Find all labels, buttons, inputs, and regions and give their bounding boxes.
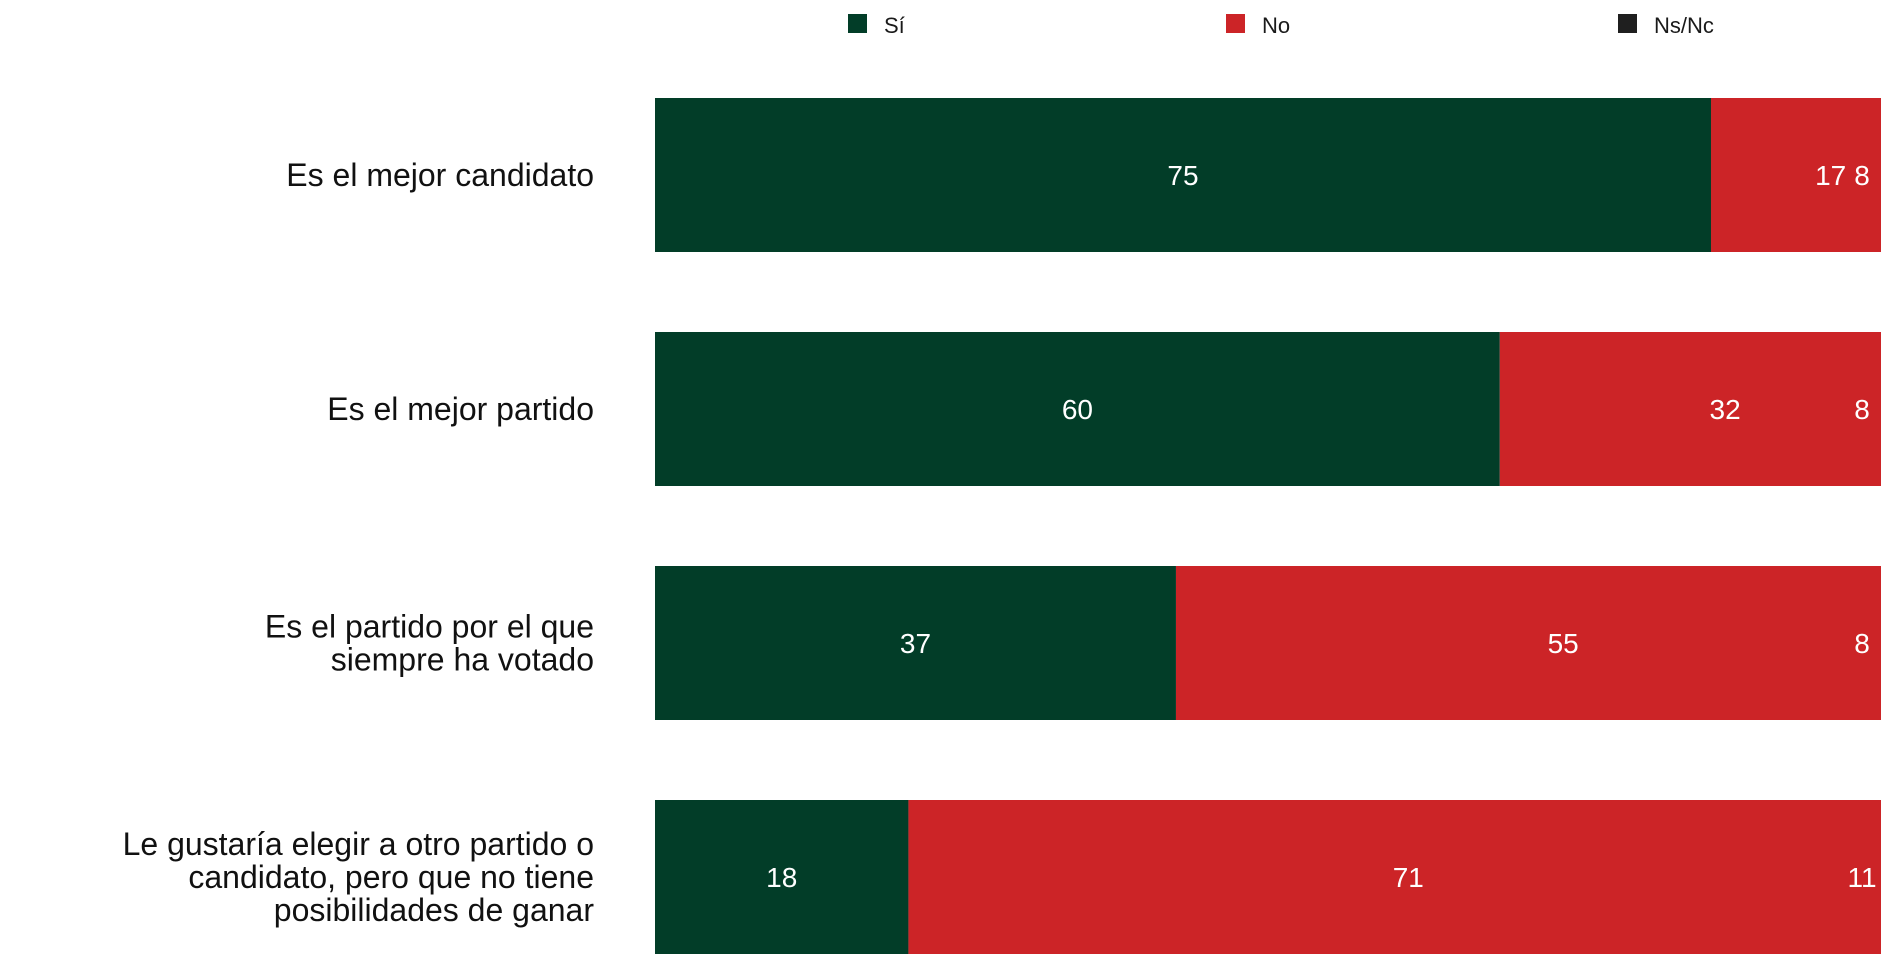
legend-label-ns-nc: Ns/Nc: [1654, 13, 1714, 38]
bar-segment-si: [655, 566, 1176, 720]
bar-segment-si: [655, 98, 1711, 252]
bar-segment-no: [1175, 566, 1881, 720]
data-label-no: 55: [1548, 628, 1579, 659]
chart-legend: Sí No Ns/Nc: [848, 13, 1714, 38]
data-label-si: 18: [766, 862, 797, 893]
data-label-no: 71: [1393, 862, 1424, 893]
data-label-ns-nc: 8: [1854, 394, 1870, 425]
category-label: Es el partido por el que siempre ha votad…: [265, 609, 594, 678]
legend-swatch-no: [1226, 14, 1245, 33]
data-label-si: 60: [1062, 394, 1093, 425]
bar-segment-no: [1711, 98, 1881, 252]
bars: 75 17 8 60 32 8 37 55 8 18 71 11: [655, 98, 1881, 954]
data-label-no: 32: [1710, 394, 1741, 425]
data-label-no: 17: [1815, 160, 1846, 191]
data-label-ns-nc: 8: [1854, 160, 1870, 191]
category-label: Es el mejor candidato: [286, 157, 594, 193]
data-label-si: 37: [900, 628, 931, 659]
bar-segment-no: [1499, 332, 1881, 486]
bar-segment-no: [908, 800, 1881, 954]
category-labels: Es el mejor candidato Es el mejor partido…: [123, 157, 595, 928]
legend-label-no: No: [1262, 13, 1290, 38]
legend-swatch-ns-nc: [1618, 14, 1637, 33]
bar-segment-si: [655, 800, 909, 954]
legend-label-si: Sí: [884, 13, 905, 38]
legend-swatch-si: [848, 14, 867, 33]
category-label: Le gustaría elegir a otro partido o candi…: [123, 826, 595, 928]
data-label-ns-nc: 11: [1847, 862, 1876, 893]
bar-segment-si: [655, 332, 1500, 486]
data-label-si: 75: [1167, 160, 1198, 191]
category-label: Es el mejor partido: [327, 391, 594, 427]
data-label-ns-nc: 8: [1854, 628, 1870, 659]
